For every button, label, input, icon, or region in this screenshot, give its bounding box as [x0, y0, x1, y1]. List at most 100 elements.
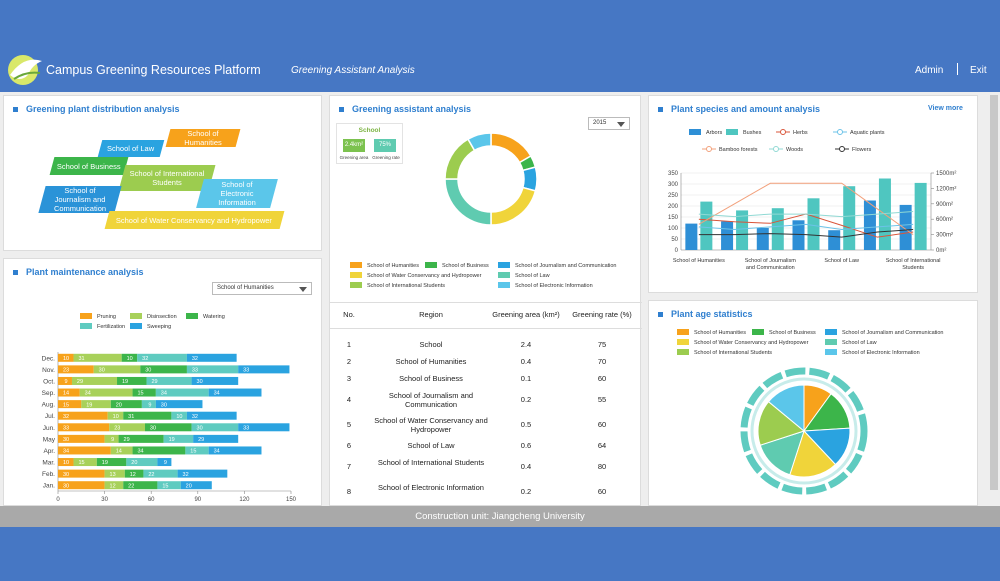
tag[interactable]: School of Water Conservancy and Hydropow… [104, 211, 285, 229]
legend-label: School of Humanities [367, 263, 419, 269]
bar-segment [132, 388, 156, 397]
legend-swatch [780, 129, 786, 135]
bar-segment [185, 446, 209, 455]
y-tick-label: Aug. [42, 402, 56, 409]
bar [899, 204, 912, 250]
data-label: 19 [102, 460, 108, 466]
legend-swatch [677, 339, 689, 345]
table-cell: School of Journalism and Communication [388, 391, 474, 409]
legend-swatch [425, 262, 437, 268]
bar-segment [186, 353, 237, 362]
bar-segment [104, 434, 119, 443]
data-label: 34 [137, 449, 143, 455]
tag[interactable]: School of Humanities [165, 129, 241, 147]
bar-segment [186, 411, 237, 420]
x-tick-label: School of Journalism and Communication [745, 258, 796, 271]
tag-label: School of International Students [129, 169, 205, 187]
pie-slice [757, 400, 806, 446]
tag-label: School of Journalism and Communication [53, 186, 107, 213]
table-cell: 5 [346, 420, 352, 429]
bar-segment [71, 376, 118, 385]
year-select[interactable]: 2015 [588, 117, 630, 130]
bar [756, 228, 769, 250]
legend-label: Pruning [97, 314, 116, 320]
legend-label: Sweeping [147, 324, 171, 330]
tag-label: School of Business [57, 161, 121, 171]
y-tick-label: 250 [668, 193, 679, 199]
bar-segment [58, 365, 94, 374]
table-cell: School of International Students [377, 458, 485, 467]
legend-swatch [706, 146, 712, 152]
bar-segment [155, 400, 203, 409]
donut-slice [444, 138, 476, 180]
data-label: 9 [148, 402, 151, 408]
table-header: No. [343, 310, 355, 319]
donut-slice [490, 186, 537, 226]
school-select[interactable]: School of Humanities [212, 282, 312, 295]
table-cell: 0.2 [520, 395, 532, 404]
table-cell: 0.4 [520, 357, 532, 366]
x-tick-label: 0 [56, 497, 60, 503]
user-name[interactable]: Admin [915, 65, 944, 76]
x-tick-label: School of International Students [886, 258, 941, 271]
table-cell: School of Electronic Information [378, 483, 484, 492]
exit-button[interactable]: Exit [970, 65, 987, 76]
legend-label: Flowers [852, 147, 872, 153]
bar-segment [123, 411, 172, 420]
tag[interactable]: School of Electronic Information [196, 179, 278, 208]
age-panel: Plant age statistics School of Humanitie… [648, 300, 978, 506]
legend-swatch [80, 323, 92, 329]
tag-label: School of Water Conservancy and Hydropow… [116, 215, 273, 225]
data-label: 30 [197, 425, 203, 431]
bar-segment [104, 469, 125, 478]
y-tick-label: Mar. [42, 460, 55, 467]
bar-segment [177, 469, 228, 478]
nav-link[interactable]: Greening Assistant Analysis [291, 65, 415, 76]
legend-label: School of Journalism and Communication [515, 263, 617, 269]
bar-segment [58, 434, 105, 443]
data-label: 29 [77, 379, 83, 385]
scrollbar[interactable] [990, 95, 998, 490]
x-tick-label: 120 [239, 497, 250, 503]
bar [843, 186, 856, 250]
card-area: 2.4km² [343, 139, 365, 152]
y-tick-label: 100 [668, 226, 679, 232]
view-more-link[interactable]: View more [928, 105, 963, 112]
panel-title: Greening assistant analysis [338, 104, 472, 114]
table-cell: 6 [346, 441, 352, 450]
table-cell: 7 [346, 462, 352, 471]
table-cell: 2.4 [520, 340, 532, 349]
legend-swatch [825, 329, 837, 335]
bar [771, 208, 784, 250]
data-label: 22 [128, 483, 134, 489]
donut-slice [490, 132, 532, 164]
y-tick-label: Jul. [45, 413, 55, 420]
x-tick-label: 60 [148, 497, 155, 503]
legend-label: Disinsection [147, 314, 177, 320]
y-tick-label: Nov. [42, 367, 55, 374]
tag[interactable]: School of Law [97, 140, 165, 157]
line-series [698, 223, 914, 230]
bar-segment [121, 353, 138, 362]
legend-swatch [677, 349, 689, 355]
bar-segment [238, 423, 290, 432]
card-label: Greening rate [372, 155, 400, 160]
data-label: 10 [63, 460, 69, 466]
card-rate: 75% [374, 139, 396, 152]
x-tick-label: 30 [101, 497, 108, 503]
data-label: 34 [161, 391, 167, 397]
data-label: 15 [190, 449, 196, 455]
data-label: 20 [186, 483, 192, 489]
bar-segment [118, 434, 164, 443]
data-label: 23 [63, 368, 69, 374]
tag[interactable]: School of Business [49, 157, 129, 175]
bar-segment [180, 481, 212, 490]
bar-segment [238, 365, 290, 374]
data-label: 34 [85, 391, 91, 397]
tag[interactable]: School of Journalism and Communication [38, 186, 122, 213]
y-tick-label: 300 [668, 182, 679, 188]
bar-segment [155, 388, 209, 397]
maintenance-chart: Pruning Disinsection Watering Fertilization… [42, 313, 297, 503]
data-label: 32 [142, 356, 148, 362]
legend-label: Watering [203, 314, 225, 320]
